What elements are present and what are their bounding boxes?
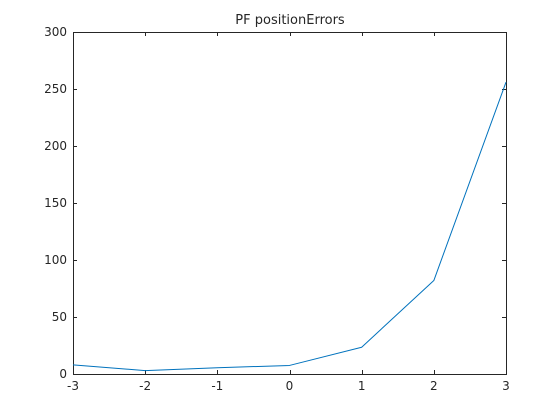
y-tick-label: 0 (59, 367, 67, 381)
x-tick-label: -3 (67, 379, 79, 393)
y-tick-label: 200 (44, 139, 67, 153)
y-tick-label: 100 (44, 253, 67, 267)
series-line (72, 81, 507, 372)
y-tick-label: 150 (44, 196, 67, 210)
y-tick-label: 50 (52, 310, 67, 324)
x-tick-label: -2 (139, 379, 151, 393)
y-tick-label: 300 (44, 25, 67, 39)
x-tick-label: 1 (358, 379, 366, 393)
plot-area: -3 -2 -1 0 1 2 3 0 50 100 150 200 250 300 (44, 25, 510, 393)
x-tick-label: 2 (430, 379, 438, 393)
x-tick-label: 0 (286, 379, 294, 393)
x-tick-label: 3 (502, 379, 510, 393)
chart-title: PF positionErrors (235, 13, 345, 28)
x-tick-label: -1 (211, 379, 223, 393)
y-tick-label: 250 (44, 82, 67, 96)
